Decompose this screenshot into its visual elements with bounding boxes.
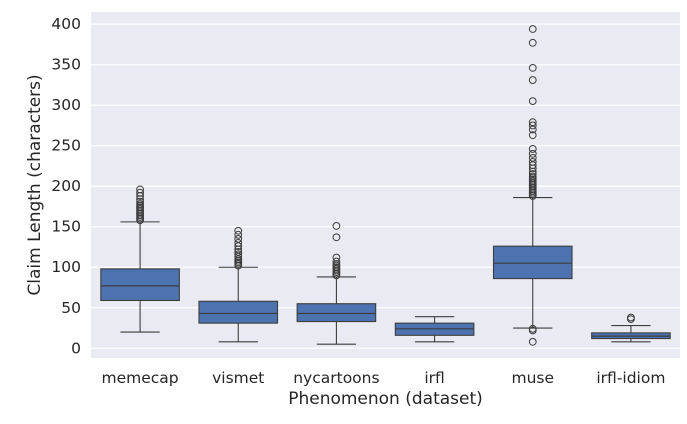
outlier-muse-21 (528, 153, 537, 162)
x-tick-label-irfl: irfl (424, 369, 444, 387)
gridlines (91, 23, 680, 349)
outlier-muse-27 (528, 118, 537, 127)
box-muse (492, 25, 573, 346)
outlier-nycartoons-8 (332, 257, 341, 266)
outlier-vismet-11 (234, 234, 243, 243)
outlier-muse-15 (528, 172, 537, 181)
box-nycartoons (296, 222, 377, 345)
outlier-vismet-10 (234, 239, 243, 247)
boxes-layer (100, 25, 671, 346)
outlier-muse-20 (528, 158, 537, 166)
outlier-vismet-12 (234, 230, 243, 239)
box-rect-vismet (198, 300, 279, 324)
x-tick-label-muse: muse (511, 369, 554, 387)
outlier-muse-23 (528, 145, 537, 153)
y-axis-label: Claim Length (characters) (25, 74, 45, 295)
box-rect-memecap (100, 268, 180, 302)
outlier-vismet-6 (234, 250, 243, 259)
y-tick-label-300: 300 (51, 96, 81, 114)
box-rect-nycartoons (296, 303, 377, 323)
y-tick-label-0: 0 (71, 339, 81, 357)
x-tick-label-vismet: vismet (212, 369, 264, 387)
y-tick-label-400: 400 (51, 15, 81, 33)
outlier-muse-29 (528, 76, 537, 84)
outlier-muse-16 (528, 170, 537, 178)
outlier-irfl-idiom-1 (627, 313, 635, 322)
x-axis-label: Phenomenon (dataset) (288, 389, 483, 409)
box-memecap (100, 185, 180, 333)
y-tick-label-150: 150 (51, 218, 81, 236)
outlier-muse-31 (528, 38, 537, 47)
outlier-vismet-13 (234, 226, 243, 235)
outlier-muse-32 (528, 25, 537, 33)
x-tick-label-memecap: memecap (102, 369, 179, 387)
outlier-nycartoons-11 (332, 222, 341, 230)
box-vismet (198, 226, 279, 343)
outlier-muse-24 (528, 131, 537, 140)
outlier-memecap-14 (136, 188, 144, 197)
outlier-memecap-10 (136, 200, 144, 208)
outlier-muse-28 (528, 97, 537, 106)
y-tick-labels: 0 50 100 150 200 250 300 350 400 (51, 15, 81, 357)
outlier-memecap-15 (136, 185, 144, 194)
outlier-memecap-11 (136, 197, 144, 206)
y-tick-label-100: 100 (51, 258, 81, 276)
outlier-nycartoons-9 (332, 253, 341, 262)
box-rect-muse (492, 245, 573, 280)
outlier-muse-0 (528, 337, 537, 346)
y-tick-label-50: 50 (61, 299, 81, 317)
outlier-muse-22 (528, 149, 537, 158)
plot-area (91, 12, 680, 358)
outlier-muse-26 (528, 121, 537, 130)
outlier-muse-2 (528, 324, 537, 333)
x-tick-label-nycartoons: nycartoons (293, 369, 379, 387)
x-tick-labels: memecap vismet nycartoons irfl muse irfl-idio… (102, 369, 666, 387)
y-tick-label-250: 250 (51, 137, 81, 155)
y-tick-label-350: 350 (51, 56, 81, 74)
y-tick-label-200: 200 (51, 177, 81, 195)
outlier-muse-30 (528, 64, 537, 72)
x-tick-label-irfl-idiom: irfl-idiom (596, 369, 665, 387)
box-irfl-idiom (591, 313, 671, 343)
outlier-vismet-7 (234, 247, 243, 256)
box-irfl (394, 316, 475, 343)
outlier-nycartoons-10 (332, 233, 341, 242)
